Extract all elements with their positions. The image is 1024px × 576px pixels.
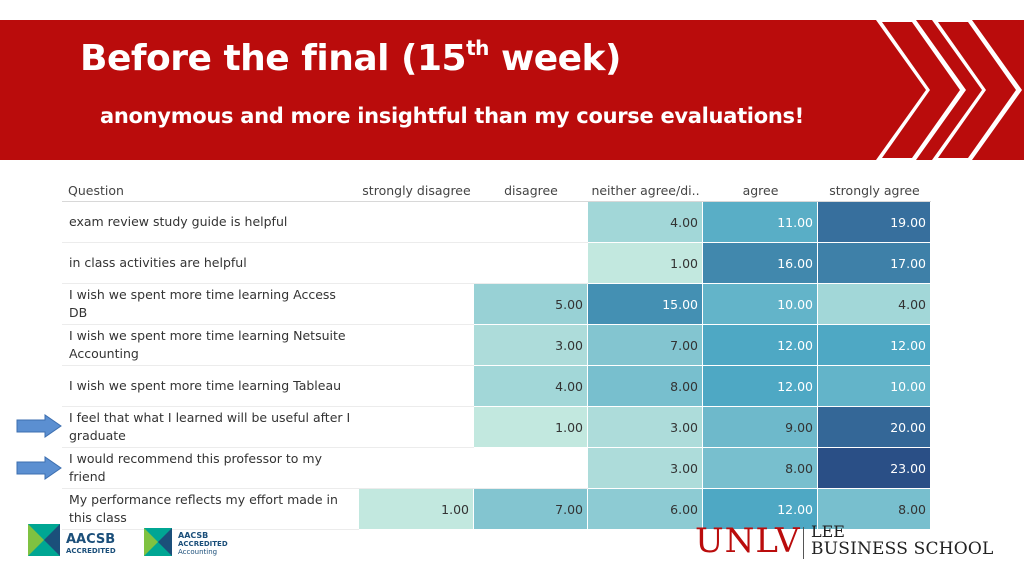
aacsb-accounting-line1: ACCREDITED xyxy=(178,540,228,548)
heatmap-cell: 7.00 xyxy=(588,325,703,366)
heatmap-cell: 3.00 xyxy=(588,448,703,489)
heatmap-cell-empty xyxy=(359,366,474,407)
heatmap-cell: 17.00 xyxy=(818,243,931,284)
header-strongly-agree: strongly agree xyxy=(818,180,931,202)
title-banner xyxy=(0,20,1024,160)
header-strongly-disagree: strongly disagree xyxy=(359,180,474,202)
question-label: I wish we spent more time learning Netsu… xyxy=(62,325,359,366)
business-school-logo-text: BUSINESS SCHOOL xyxy=(811,539,994,559)
question-label: I wish we spent more time learning Acces… xyxy=(62,284,359,325)
aacsb-accounting-line2: Accounting xyxy=(178,548,218,556)
heatmap-cell: 7.00 xyxy=(474,489,588,530)
heatmap-cell: 15.00 xyxy=(588,284,703,325)
heatmap-cell: 12.00 xyxy=(703,366,818,407)
header-disagree: disagree xyxy=(474,180,588,202)
title-superscript: th xyxy=(466,36,489,60)
question-label: I feel that what I learned will be usefu… xyxy=(62,407,359,448)
lee-logo-text: LEE xyxy=(811,522,845,541)
question-label: My performance reflects my effort made i… xyxy=(62,489,359,530)
heatmap-cell: 5.00 xyxy=(474,284,588,325)
heatmap-cell-empty xyxy=(359,448,474,489)
heatmap-cell-empty xyxy=(474,243,588,284)
heatmap-cell: 10.00 xyxy=(818,366,931,407)
heatmap-cell: 4.00 xyxy=(588,202,703,243)
heatmap-cell: 12.00 xyxy=(818,325,931,366)
heatmap-cell: 12.00 xyxy=(703,325,818,366)
heatmap-cell: 19.00 xyxy=(818,202,931,243)
question-label: exam review study guide is helpful xyxy=(62,202,359,243)
header-question: Question xyxy=(62,180,359,202)
heatmap-cell: 3.00 xyxy=(474,325,588,366)
aacsb-tag: ACCREDITED xyxy=(66,547,116,555)
aacsb-logo-icon xyxy=(28,524,60,556)
heatmap-cell-empty xyxy=(474,202,588,243)
heatmap-cell: 8.00 xyxy=(588,366,703,407)
chevron-decoration-icon xyxy=(876,20,1022,160)
heatmap-cell-empty xyxy=(359,325,474,366)
heatmap-cell: 4.00 xyxy=(818,284,931,325)
pointer-arrow-icon xyxy=(16,414,62,438)
header-neither: neither agree/di.. xyxy=(588,180,703,202)
logo-divider xyxy=(803,527,804,559)
heatmap-cell: 11.00 xyxy=(703,202,818,243)
heatmap-cell: 1.00 xyxy=(474,407,588,448)
heatmap-cell: 8.00 xyxy=(703,448,818,489)
heatmap-cell: 10.00 xyxy=(703,284,818,325)
aacsb-accounting-logo-icon xyxy=(144,528,172,556)
question-label: in class activities are helpful xyxy=(62,243,359,284)
heatmap-cell-empty xyxy=(474,448,588,489)
heatmap-cell-empty xyxy=(359,407,474,448)
aacsb-name: AACSB xyxy=(66,532,116,547)
heatmap-cell: 9.00 xyxy=(703,407,818,448)
heatmap-cell: 1.00 xyxy=(588,243,703,284)
header-agree: agree xyxy=(703,180,818,202)
heatmap-cell: 1.00 xyxy=(359,489,474,530)
pointer-arrow-icon xyxy=(16,456,62,480)
heatmap-cell-empty xyxy=(359,284,474,325)
heatmap-cell: 4.00 xyxy=(474,366,588,407)
question-label: I would recommend this professor to my f… xyxy=(62,448,359,489)
page-subtitle: anonymous and more insightful than my co… xyxy=(100,104,804,128)
heatmap-cell: 3.00 xyxy=(588,407,703,448)
heatmap-cell: 12.00 xyxy=(703,489,818,530)
question-label: I wish we spent more time learning Table… xyxy=(62,366,359,407)
heatmap-cell: 6.00 xyxy=(588,489,703,530)
unlv-logo: UNLV xyxy=(695,521,801,561)
heatmap-cell: 20.00 xyxy=(818,407,931,448)
heatmap-cell-empty xyxy=(359,202,474,243)
survey-heatmap-table: Question strongly disagree disagree neither… xyxy=(62,180,931,530)
heatmap-cell: 16.00 xyxy=(703,243,818,284)
aacsb-accounting-name: AACSB xyxy=(178,531,209,540)
page-title: Before the final (15th week) xyxy=(80,36,621,79)
heatmap-cell: 23.00 xyxy=(818,448,931,489)
heatmap-cell: 8.00 xyxy=(818,489,931,530)
heatmap-cell-empty xyxy=(359,243,474,284)
